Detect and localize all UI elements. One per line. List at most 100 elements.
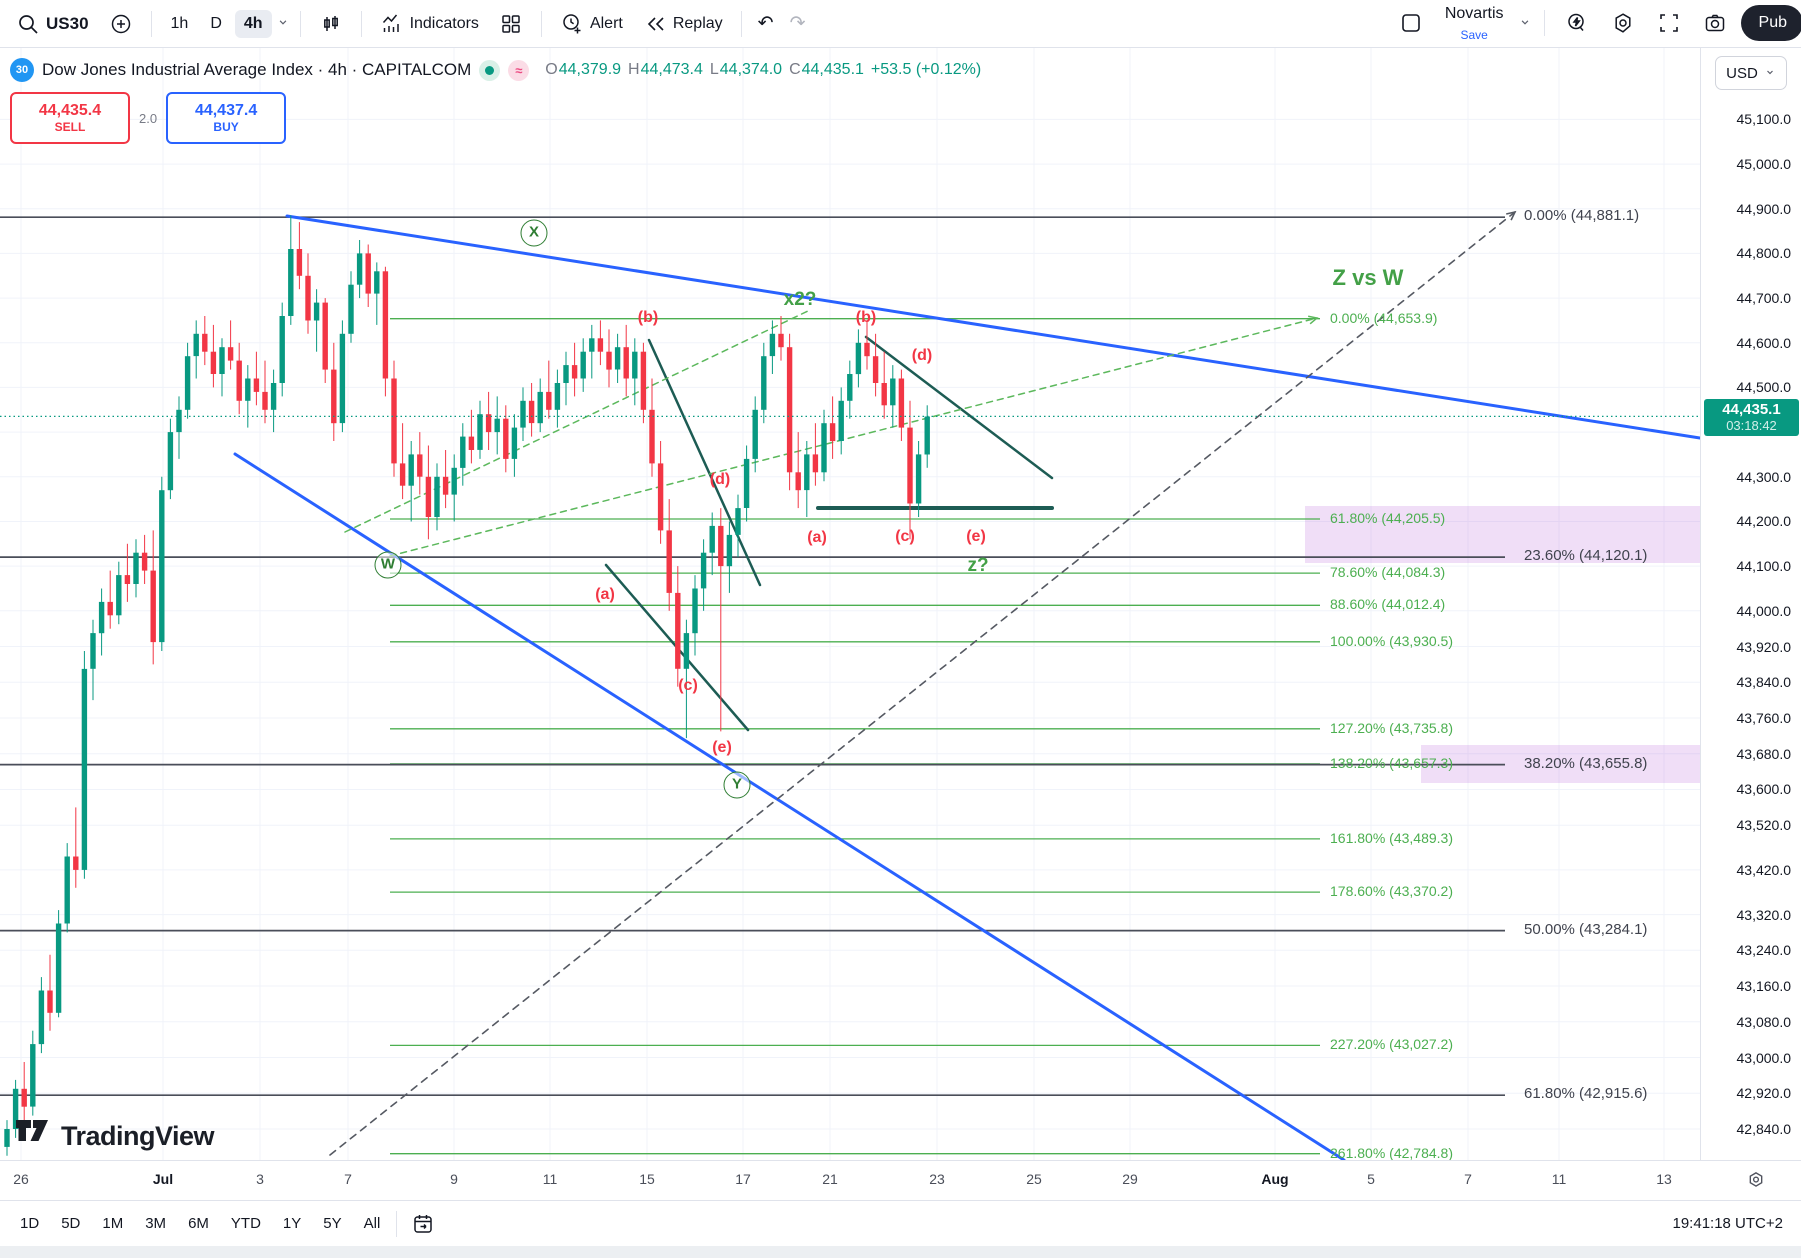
candle-body bbox=[520, 400, 526, 428]
candle-body bbox=[305, 275, 311, 321]
candle-body bbox=[253, 378, 260, 392]
go-to-date-button[interactable] bbox=[403, 1207, 443, 1241]
replay-label: Replay bbox=[672, 14, 723, 32]
candle-body bbox=[726, 534, 733, 567]
interval-chevron-down-icon[interactable] bbox=[276, 15, 290, 32]
chart-style-button[interactable] bbox=[311, 7, 351, 41]
candle-body bbox=[133, 552, 139, 584]
candle-body bbox=[528, 400, 535, 424]
sell-label: SELL bbox=[54, 120, 86, 135]
candle-body bbox=[47, 990, 53, 1013]
interval-1h[interactable]: 1h bbox=[170, 14, 189, 32]
price-tick: 44,000.0 bbox=[1736, 602, 1792, 619]
price-tick: 45,000.0 bbox=[1736, 156, 1792, 173]
trendline-dkgreen bbox=[647, 338, 762, 587]
candle-body bbox=[30, 1044, 36, 1107]
layout-chevron-down-icon[interactable] bbox=[1518, 15, 1532, 32]
fullscreen-button[interactable] bbox=[1649, 6, 1689, 40]
range-button-6M[interactable]: 6M bbox=[188, 1215, 209, 1232]
price-tick: 44,300.0 bbox=[1736, 468, 1792, 485]
snapshot-button[interactable] bbox=[1695, 6, 1735, 40]
symbol-logo-badge[interactable]: 30 bbox=[10, 58, 34, 82]
candle-body bbox=[442, 476, 449, 495]
open-value: 44,379.9 bbox=[558, 61, 622, 78]
currency-selector[interactable]: USD bbox=[1715, 56, 1787, 90]
trendline-green bbox=[389, 317, 1318, 557]
chart-pane[interactable]: 0.00% (44,653.9) 61.80% (44,205.5) 78.60% … bbox=[0, 48, 1700, 1160]
symbol-search-button[interactable]: US30 bbox=[8, 7, 97, 41]
range-buttons: 1D 5D 1M 3M 6M YTD 1Y 5Y All bbox=[10, 1210, 390, 1237]
candle-body bbox=[795, 472, 801, 491]
price-tick: 43,600.0 bbox=[1736, 781, 1792, 798]
indicators-button[interactable]: Indicators bbox=[372, 7, 487, 41]
range-button-5Y[interactable]: 5Y bbox=[323, 1215, 342, 1232]
candle-body bbox=[494, 418, 500, 433]
layout-icon[interactable] bbox=[1391, 6, 1431, 40]
timezone-clock[interactable]: 19:41:18 UTC+2 bbox=[1672, 1215, 1784, 1232]
approx-price-icon[interactable]: ≈ bbox=[508, 59, 530, 81]
undo-button[interactable]: ↶ bbox=[757, 13, 774, 34]
replay-button[interactable]: Replay bbox=[635, 7, 731, 41]
compare-add-button[interactable] bbox=[101, 7, 141, 41]
candle-body bbox=[236, 360, 242, 401]
price-tick: 42,840.0 bbox=[1736, 1121, 1792, 1137]
range-button-All[interactable]: All bbox=[363, 1215, 381, 1232]
range-button-3M[interactable]: 3M bbox=[145, 1215, 167, 1232]
candle-body bbox=[503, 418, 509, 459]
alert-button[interactable]: Alert bbox=[552, 7, 631, 41]
ohlc-values: O44,379.9 H44,473.4 L44,374.0 C44,435.1 … bbox=[545, 61, 981, 79]
candle-body bbox=[743, 458, 750, 508]
candle-body bbox=[313, 302, 320, 321]
redo-button[interactable]: ↷ bbox=[789, 13, 806, 34]
publish-button[interactable]: Pub bbox=[1740, 5, 1801, 42]
price-tick: 43,680.0 bbox=[1736, 745, 1792, 762]
chart-title[interactable]: Dow Jones Industrial Average Index · 4h … bbox=[42, 60, 472, 79]
time-tick: 13 bbox=[1656, 1171, 1672, 1187]
toolbar-divider bbox=[360, 10, 362, 37]
range-button-YTD[interactable]: YTD bbox=[230, 1215, 261, 1232]
candle-body bbox=[227, 347, 234, 361]
candle-body bbox=[365, 253, 371, 294]
candle-body bbox=[21, 1088, 27, 1107]
candle-body bbox=[855, 342, 862, 375]
toolbar-divider bbox=[1543, 10, 1545, 37]
grid-icon bbox=[499, 12, 523, 36]
spread-value: 2.0 bbox=[139, 110, 158, 126]
range-button-1Y[interactable]: 1Y bbox=[282, 1215, 302, 1232]
indicator-templates-button[interactable] bbox=[491, 7, 531, 41]
market-status-icon[interactable] bbox=[479, 59, 501, 81]
range-button-5D[interactable]: 5D bbox=[61, 1215, 81, 1232]
range-button-1D[interactable]: 1D bbox=[20, 1215, 40, 1232]
bar-countdown: 03:18:42 bbox=[1726, 417, 1777, 433]
price-axis[interactable]: USD 45,100.0 45,000.0 44,900.0 44,800.0 44,7… bbox=[1700, 48, 1801, 1160]
fullscreen-icon bbox=[1657, 11, 1681, 35]
interval-D[interactable]: D bbox=[210, 14, 222, 32]
chart-legend: 30 Dow Jones Industrial Average Index · … bbox=[10, 58, 981, 82]
interval-4h[interactable]: 4h bbox=[234, 9, 272, 38]
candle-body bbox=[107, 601, 113, 616]
price-tick: 43,920.0 bbox=[1736, 638, 1792, 655]
indicators-label: Indicators bbox=[409, 14, 479, 32]
toolbar-divider bbox=[396, 1210, 398, 1237]
price-tick: 43,420.0 bbox=[1736, 861, 1792, 878]
fib-highlight-band bbox=[1305, 506, 1700, 563]
toolbar-divider bbox=[150, 10, 152, 37]
time-tick: 3 bbox=[256, 1171, 264, 1187]
layout-name-button[interactable]: Novartis Save bbox=[1437, 1, 1512, 46]
tradingview-watermark[interactable]: TradingView bbox=[16, 1120, 215, 1152]
candle-body bbox=[339, 333, 346, 424]
quick-search-button[interactable] bbox=[1557, 6, 1597, 40]
price-tick: 44,100.0 bbox=[1736, 558, 1792, 575]
sell-button[interactable]: 44,435.4 SELL bbox=[10, 92, 130, 144]
axis-settings-gear-icon[interactable] bbox=[1745, 1169, 1767, 1196]
green-dot-icon bbox=[485, 65, 495, 75]
buy-button[interactable]: 44,437.4 BUY bbox=[166, 92, 287, 144]
time-axis[interactable]: 26 Jul 3 7 9 11 15 17 21 23 25 29 Aug 5 7 11 13 bbox=[0, 1160, 1801, 1200]
settings-button[interactable] bbox=[1603, 6, 1643, 40]
candle-body bbox=[907, 427, 913, 504]
candle-body bbox=[4, 1129, 10, 1147]
time-tick: 15 bbox=[639, 1171, 655, 1187]
candle-body bbox=[666, 530, 672, 593]
range-button-1M[interactable]: 1M bbox=[102, 1215, 124, 1232]
price-tick: 44,600.0 bbox=[1736, 334, 1792, 351]
